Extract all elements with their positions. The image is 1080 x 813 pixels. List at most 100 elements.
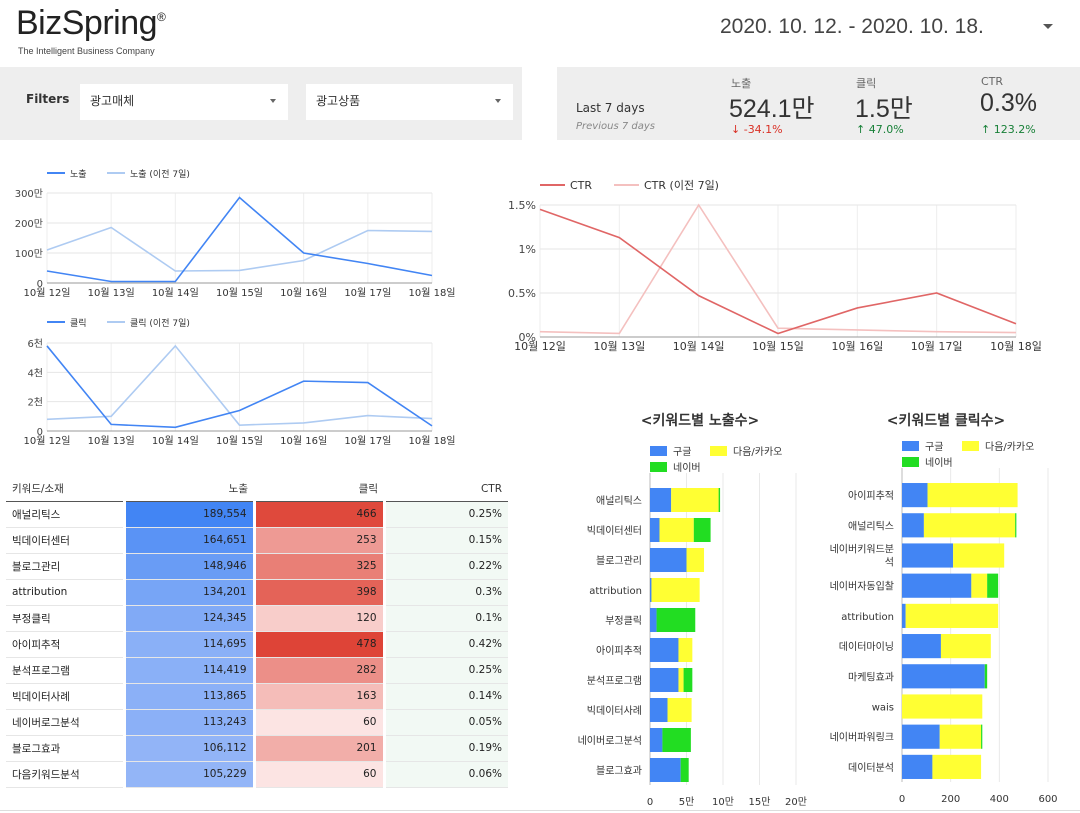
column-header-clicks[interactable]: 클릭 (254, 477, 384, 502)
chevron-down-icon (270, 99, 276, 103)
kpi-scorecard-panel (557, 67, 1080, 140)
category-label: 애널리틱스 (596, 495, 642, 507)
media-filter-value: 광고매체 (90, 94, 135, 108)
category-label: 아이피추적 (848, 490, 894, 502)
keyword-cell: 애널리틱스 (6, 501, 124, 528)
table-row[interactable]: 빅데이터사례 113,865 163 0.14% (6, 683, 508, 710)
column-header-ctr[interactable]: CTR (384, 477, 508, 502)
table-row[interactable]: 아이피추적 114,695 478 0.42% (6, 631, 508, 658)
media-filter-dropdown[interactable]: 광고매체 (80, 84, 288, 120)
series-line-1 (539, 203, 1017, 335)
y-tick-label: 0 (37, 427, 43, 438)
keyword-cell: 부정클릭 (6, 605, 124, 632)
x-tick-label: 10월 13일 (88, 435, 135, 447)
category-label: 데이터분석 (848, 762, 894, 774)
series-line-1 (46, 226, 433, 272)
bar-segment (940, 634, 991, 659)
x-tick-label: 10월 16일 (280, 435, 327, 447)
bar-segment (902, 634, 941, 659)
table-body: 애널리틱스 189,554 466 0.25% 빅데이터센터 164,651 253 0.15… (6, 501, 508, 788)
x-tick-label: 10월 18일 (990, 339, 1042, 353)
bar-segment (650, 488, 672, 512)
legend-label: 클릭 (이전 7일) (130, 317, 190, 329)
keyword-cell: 빅데이터센터 (6, 527, 124, 554)
chevron-down-icon (495, 99, 501, 103)
legend-label: 다음/카카오 (733, 446, 782, 458)
x-tick-label: 400 (990, 794, 1009, 805)
bizspring-logo: BizSpring® (16, 4, 166, 43)
impressions-cell: 114,419 (122, 657, 255, 684)
category-label: attribution (841, 612, 894, 623)
bar-segment (902, 664, 985, 689)
impressions-cell: 164,651 (122, 527, 255, 554)
bar-segment (927, 483, 1018, 508)
table-row[interactable]: 부정클릭 124,345 120 0.1% (6, 605, 508, 632)
keyword-cell: 다음키워드분석 (6, 761, 124, 788)
bar-segment (902, 483, 928, 508)
bar-segment (667, 698, 692, 722)
product-filter-dropdown[interactable]: 광고상품 (306, 84, 513, 120)
y-tick-label: 6천 (27, 338, 43, 350)
ctr-cell: 0.15% (382, 527, 508, 554)
kpi-ctr-value: 0.3% (980, 89, 1037, 117)
x-tick-label: 10월 16일 (831, 339, 883, 353)
date-range-selector[interactable]: 2020. 10. 12. - 2020. 10. 18. (720, 15, 984, 38)
logo-wordmark: BizSpring (16, 4, 158, 42)
legend-swatch (650, 462, 667, 472)
bar-segment (662, 728, 691, 752)
column-header-impressions[interactable]: 노출 (124, 477, 254, 502)
kpi-period-label: Last 7 days (576, 101, 645, 115)
kpi-clicks-delta-text: 47.0% (868, 123, 904, 136)
keyword-cell: 분석프로그램 (6, 657, 124, 684)
bar-segment (718, 488, 721, 512)
table-row[interactable]: 빅데이터센터 164,651 253 0.15% (6, 527, 508, 554)
clicks-cell: 478 (252, 631, 385, 658)
table-row[interactable]: 분석프로그램 114,419 282 0.25% (6, 657, 508, 684)
impressions-cell: 105,229 (122, 761, 255, 788)
category-label: 마케팅효과 (848, 671, 894, 683)
category-label: wais (872, 703, 894, 714)
x-tick-label: 10월 18일 (408, 287, 455, 299)
kpi-ctr-label: CTR (981, 75, 1004, 88)
keyword-cell: attribution (6, 579, 124, 606)
bar-segment (984, 664, 988, 689)
bar-segment (650, 608, 657, 632)
table-row[interactable]: 네이버로그분석 113,243 60 0.05% (6, 709, 508, 736)
category-label: 석 (885, 557, 894, 569)
clicks-cell: 398 (252, 579, 385, 606)
x-tick-label: 10월 17일 (344, 435, 391, 447)
bar-segment (932, 754, 982, 779)
x-tick-label: 10월 14일 (673, 339, 725, 353)
impressions-cell: 114,695 (122, 631, 255, 658)
bar-segment (902, 543, 954, 568)
bar-segment (650, 638, 679, 662)
table-row[interactable]: 애널리틱스 189,554 466 0.25% (6, 501, 508, 528)
column-header-keyword[interactable]: 키워드/소재 (6, 477, 124, 502)
y-tick-label: 1% (519, 243, 536, 256)
bar-segment (650, 548, 687, 572)
series-line-1 (46, 344, 433, 426)
table-row[interactable]: attribution 134,201 398 0.3% (6, 579, 508, 606)
table-row[interactable]: 다음키워드분석 105,229 60 0.06% (6, 761, 508, 788)
x-tick-label: 10월 12일 (23, 287, 70, 299)
clicks-cell: 253 (252, 527, 385, 554)
legend-swatch (650, 446, 667, 456)
date-dropdown-caret-icon[interactable] (1043, 24, 1053, 29)
legend-label: CTR (570, 179, 592, 192)
bar-segment (953, 543, 1005, 568)
kpi-comparison-label: Previous 7 days (576, 121, 655, 132)
category-label: attribution (589, 586, 642, 597)
legend-label: 구글 (925, 441, 943, 453)
arrow-down-icon: ↓ (731, 123, 741, 136)
bar-segment (686, 548, 705, 572)
table-row[interactable]: 블로그관리 148,946 325 0.22% (6, 553, 508, 580)
bar-segment (987, 573, 999, 598)
y-tick-label: 0% (519, 331, 536, 344)
keyword-performance-table: 키워드/소재 노출 클릭 CTR 애널리틱스 189,554 466 0.25% 빅데이… (6, 477, 508, 788)
series-line-0 (46, 345, 433, 429)
table-row[interactable]: 블로그효과 106,112 201 0.19% (6, 735, 508, 762)
bar-segment (671, 488, 719, 512)
clicks-cell: 282 (252, 657, 385, 684)
kpi-impressions-delta: ↓ -34.1% (731, 123, 783, 136)
legend-label: 다음/카카오 (985, 441, 1034, 453)
